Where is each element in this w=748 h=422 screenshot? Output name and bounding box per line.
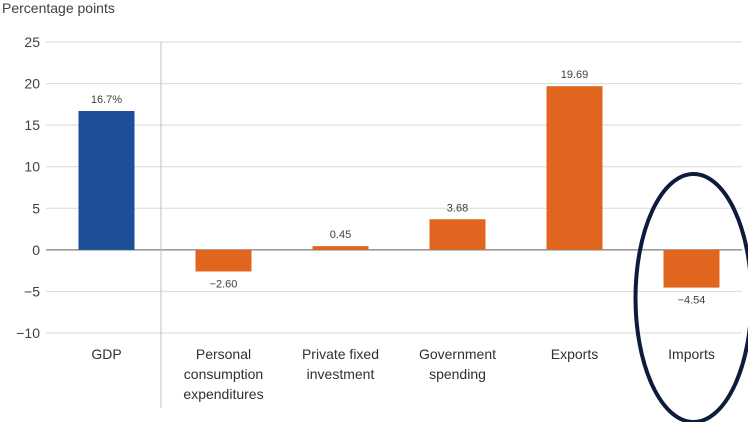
category-label: Imports — [668, 346, 715, 362]
category-label: Private fixed investment — [302, 346, 379, 382]
y-tick-label: −5 — [24, 283, 40, 299]
y-tick-label: 15 — [24, 117, 40, 133]
highlight-ellipse — [633, 172, 748, 422]
data-label: 19.69 — [561, 69, 589, 81]
category-label: Exports — [551, 346, 598, 362]
y-tick-label: −10 — [16, 325, 40, 341]
category-label: GDP — [91, 346, 121, 362]
y-tick-label: 10 — [24, 159, 40, 175]
data-label: −2.60 — [210, 278, 238, 290]
data-label: −4.54 — [678, 295, 706, 307]
bar — [78, 111, 135, 250]
y-tick-label: 5 — [32, 200, 40, 216]
y-tick-label: 0 — [32, 242, 40, 258]
y-tick-label: 20 — [24, 76, 40, 92]
data-label: 3.68 — [447, 202, 468, 214]
bar — [663, 249, 720, 288]
bar — [195, 249, 252, 272]
bar — [429, 219, 486, 250]
y-axis-title: Percentage points — [2, 0, 115, 16]
bar — [546, 86, 603, 250]
data-label: 0.45 — [330, 229, 351, 241]
data-label: 16.7% — [91, 94, 122, 106]
category-label: Personal consumption expenditures — [183, 346, 263, 402]
y-tick-label: 25 — [24, 34, 40, 50]
bar — [312, 246, 369, 250]
category-label: Government spending — [419, 346, 496, 382]
